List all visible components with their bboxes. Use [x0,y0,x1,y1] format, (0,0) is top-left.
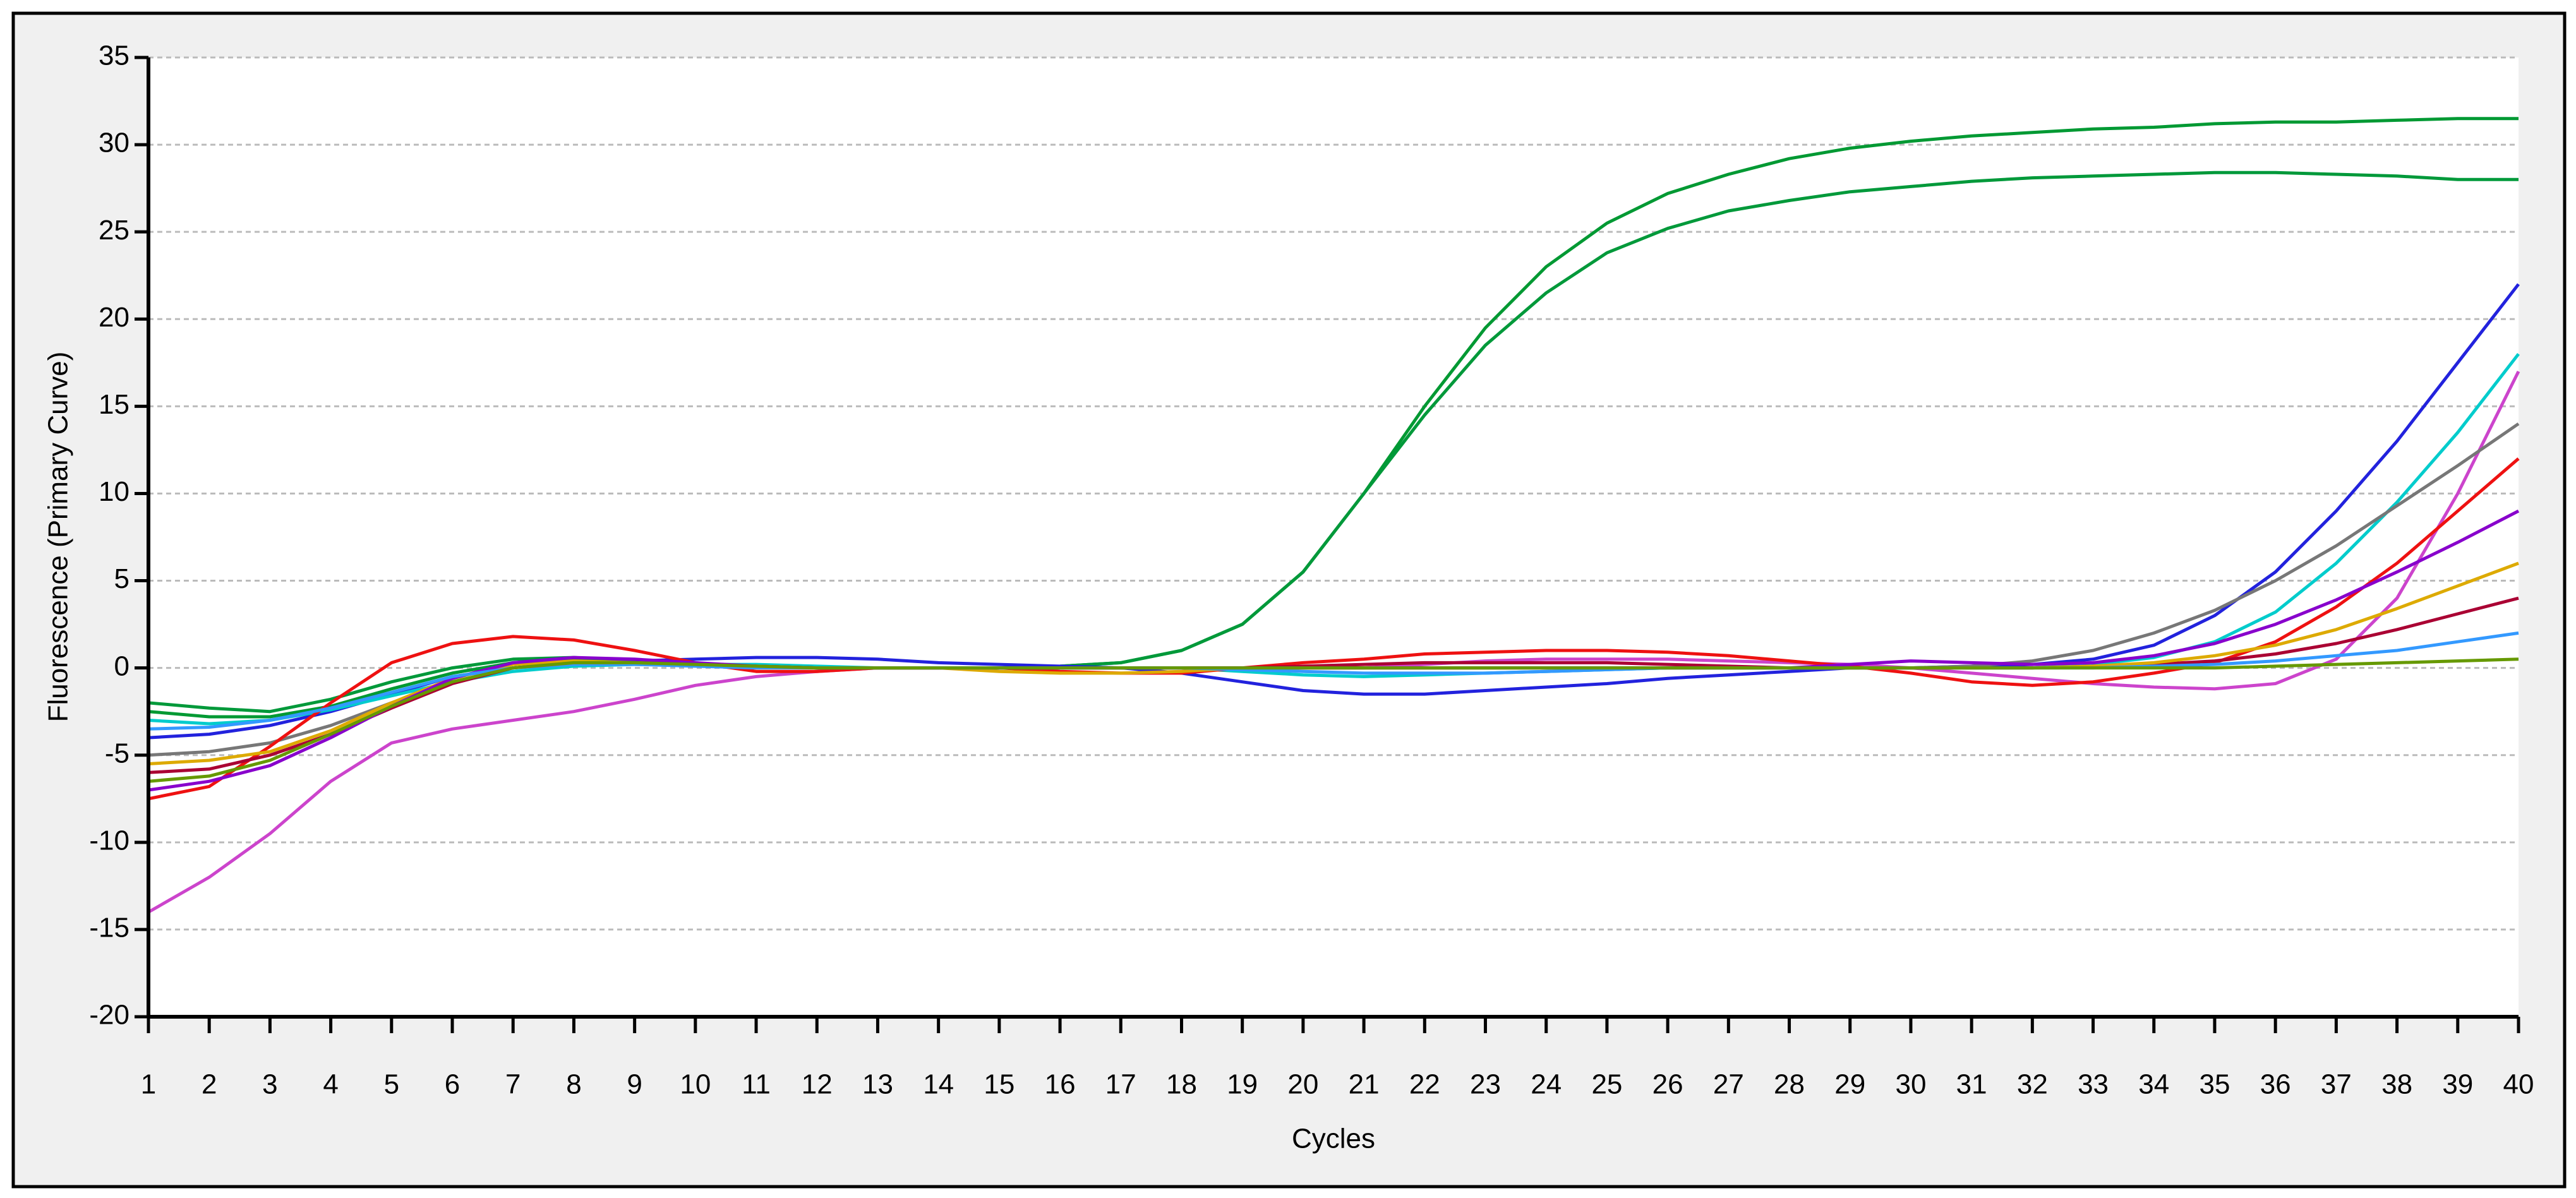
x-tick-label: 38 [2381,1069,2412,1100]
x-tick-label: 36 [2260,1069,2291,1100]
x-tick-label: 3 [262,1069,277,1100]
x-tick-label: 13 [862,1069,893,1100]
x-tick-label: 7 [505,1069,521,1100]
x-tick-label: 39 [2442,1069,2473,1100]
y-tick-label: -5 [105,738,129,769]
x-tick-label: 2 [202,1069,217,1100]
x-tick-label: 26 [1652,1069,1683,1100]
x-tick-label: 35 [2199,1069,2230,1100]
x-tick-label: 34 [2138,1069,2169,1100]
plot-area [148,57,2519,1017]
y-tick-label: -10 [89,825,129,856]
x-tick-label: 25 [1591,1069,1622,1100]
series-line [148,352,2520,726]
x-tick-label: 8 [566,1069,581,1100]
series-line [148,457,2520,801]
x-tick-label: 32 [2017,1069,2048,1100]
x-tick-label: 22 [1409,1069,1440,1100]
y-tick-label: 15 [99,389,129,420]
x-tick-label: 9 [627,1069,642,1100]
x-tick-label: 33 [2078,1069,2109,1100]
y-tick-label: 0 [114,650,129,681]
x-tick-label: 17 [1105,1069,1136,1100]
x-tick-label: 5 [384,1069,399,1100]
x-tick-label: 6 [445,1069,460,1100]
x-tick-label: 28 [1774,1069,1805,1100]
y-tick-label: 25 [99,215,129,246]
x-tick-label: 37 [2321,1069,2352,1100]
y-tick-label: -20 [89,1000,129,1031]
x-tick-label: 21 [1349,1069,1380,1100]
x-tick-label: 4 [323,1069,338,1100]
x-tick-label: 11 [742,1069,771,1100]
series-line [148,657,2519,783]
x-tick-label: 18 [1166,1069,1197,1100]
x-tick-label: 27 [1713,1069,1744,1100]
x-axis-label: Cycles [1292,1123,1375,1154]
y-axis-label: Fluorescence (Primary Curve) [43,352,74,722]
x-tick-label: 10 [680,1069,711,1100]
y-tick-label: 5 [114,563,129,594]
x-tick-label: 23 [1470,1069,1501,1100]
y-tick-label: -15 [89,913,129,943]
x-tick-label: 14 [923,1069,954,1100]
x-tick-label: 24 [1531,1069,1562,1100]
y-tick-label: 35 [99,40,129,71]
x-tick-label: 19 [1227,1069,1258,1100]
series-line [148,171,2519,714]
y-tick-label: 10 [99,476,129,507]
y-tick-label: 20 [99,302,129,333]
x-tick-label: 29 [1834,1069,1865,1100]
x-tick-label: 16 [1045,1069,1076,1100]
x-tick-label: 31 [1956,1069,1987,1100]
x-tick-label: 30 [1895,1069,1926,1100]
x-tick-label: 12 [802,1069,833,1100]
x-tick-label: 40 [2503,1069,2534,1100]
x-tick-label: 20 [1287,1069,1318,1100]
x-tick-label: 15 [984,1069,1014,1100]
y-tick-label: 30 [99,128,129,159]
x-tick-label: 1 [141,1069,156,1100]
